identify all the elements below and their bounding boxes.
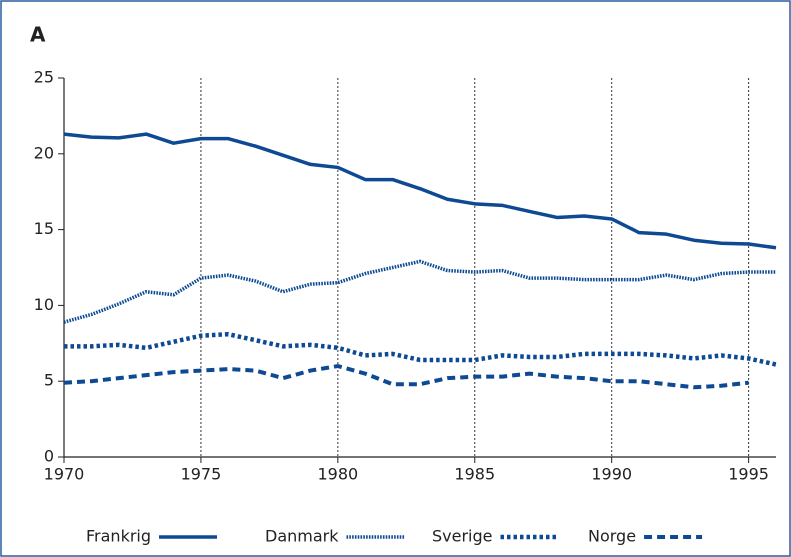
y-tick-label: 15 (34, 219, 54, 238)
series-line (63, 259, 776, 324)
series-line (64, 331, 777, 367)
y-tick-label: 25 (34, 68, 54, 87)
legend-label: Frankrig (86, 527, 151, 546)
x-tick-label: 1985 (454, 465, 495, 484)
legend-label: Danmark (265, 527, 339, 546)
series-line (63, 364, 749, 390)
y-tick-label: 10 (34, 295, 54, 314)
x-tick-label: 1975 (181, 465, 222, 484)
series-line (63, 132, 777, 250)
chart-title: A (30, 23, 46, 47)
legend-label: Sverige (432, 527, 493, 546)
y-tick-label: 20 (34, 143, 54, 162)
y-tick-label: 5 (44, 371, 54, 390)
x-tick-label: 1995 (728, 465, 769, 484)
x-tick-label: 1990 (591, 465, 632, 484)
legend-label: Norge (588, 527, 636, 546)
y-tick-label: 0 (44, 447, 54, 466)
x-tick-label: 1970 (44, 465, 85, 484)
x-tick-label: 1980 (317, 465, 358, 484)
